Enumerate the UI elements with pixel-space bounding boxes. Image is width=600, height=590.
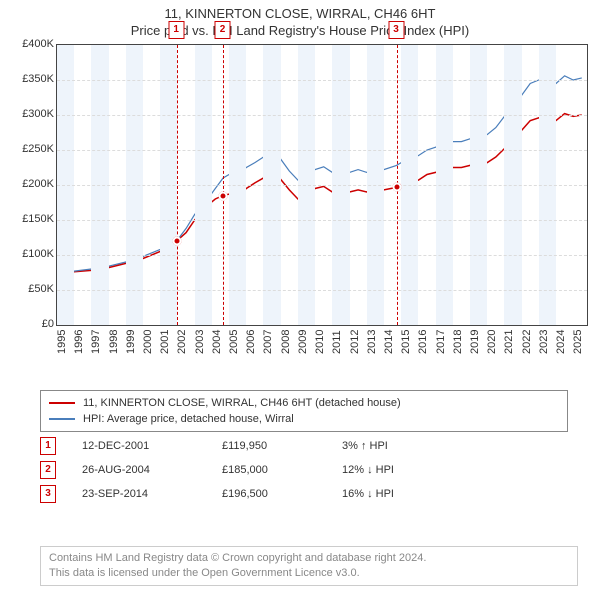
legend-label: 11, KINNERTON CLOSE, WIRRAL, CH46 6HT (d… [83,397,401,409]
page-subtitle: Price paid vs. HM Land Registry's House … [0,23,600,38]
x-tick-label: 2000 [142,342,154,354]
event-delta: 3% ↑ HPI [342,440,462,452]
x-tick-label: 2002 [176,342,188,354]
x-tick-label: 2003 [194,342,206,354]
y-gridline [57,220,587,221]
y-gridline [57,185,587,186]
x-tick-label: 2001 [159,342,171,354]
event-date: 26-AUG-2004 [82,464,222,476]
event-flag-ref: 1 [40,437,56,455]
x-tick-label: 2011 [331,342,343,354]
y-tick-label: £350K [10,73,54,85]
y-gridline [57,290,587,291]
legend-swatch [49,418,75,420]
x-tick-label: 1999 [125,342,137,354]
legend-label: HPI: Average price, detached house, Wirr… [83,413,294,425]
events-table-row: 3 23-SEP-2014£196,50016% ↓ HPI [40,482,550,506]
y-tick-label: £0 [10,318,54,330]
y-tick-label: £250K [10,143,54,155]
events-table-row: 2 26-AUG-2004£185,00012% ↓ HPI [40,458,550,482]
event-delta: 16% ↓ HPI [342,488,462,500]
event-flag: 1 [168,21,184,39]
plot-area: 123 [56,44,588,326]
legend-swatch [49,402,75,404]
x-tick-label: 2007 [262,342,274,354]
y-gridline [57,150,587,151]
legend-item: HPI: Average price, detached house, Wirr… [49,411,559,427]
y-tick-label: £200K [10,178,54,190]
event-line [177,45,178,325]
x-tick-label: 2013 [366,342,378,354]
y-tick-label: £150K [10,213,54,225]
footer-line-1: Contains HM Land Registry data © Crown c… [49,551,569,566]
y-tick-label: £50K [10,283,54,295]
y-gridline [57,80,587,81]
x-tick-label: 1998 [108,342,120,354]
legend-box: 11, KINNERTON CLOSE, WIRRAL, CH46 6HT (d… [40,390,568,432]
x-tick-label: 2004 [211,342,223,354]
x-tick-label: 2018 [452,342,464,354]
events-table-row: 1 12-DEC-2001£119,9503% ↑ HPI [40,434,550,458]
x-tick-label: 2009 [297,342,309,354]
sale-marker [392,183,401,192]
x-tick-label: 2021 [503,342,515,354]
event-line [223,45,224,325]
x-tick-label: 2014 [383,342,395,354]
event-flag: 2 [215,21,231,39]
x-tick-label: 2005 [228,342,240,354]
y-tick-label: £100K [10,248,54,260]
sale-marker [172,237,181,246]
event-flag: 3 [388,21,404,39]
x-tick-label: 2016 [417,342,429,354]
x-tick-label: 2008 [280,342,292,354]
y-tick-label: £300K [10,108,54,120]
y-gridline [57,115,587,116]
y-gridline [57,255,587,256]
x-tick-label: 2017 [435,342,447,354]
title-block: 11, KINNERTON CLOSE, WIRRAL, CH46 6HT Pr… [0,0,600,38]
event-price: £119,950 [222,440,342,452]
event-price: £196,500 [222,488,342,500]
x-tick-label: 2020 [486,342,498,354]
x-tick-label: 2006 [245,342,257,354]
x-tick-label: 2010 [314,342,326,354]
x-tick-label: 2023 [538,342,550,354]
page-title: 11, KINNERTON CLOSE, WIRRAL, CH46 6HT [0,6,600,21]
footer-line-2: This data is licensed under the Open Gov… [49,566,569,581]
x-tick-label: 2024 [555,342,567,354]
x-tick-label: 2022 [521,342,533,354]
event-date: 23-SEP-2014 [82,488,222,500]
x-tick-label: 2025 [572,342,584,354]
sale-marker [219,191,228,200]
page-root: 11, KINNERTON CLOSE, WIRRAL, CH46 6HT Pr… [0,0,600,590]
x-tick-label: 2015 [400,342,412,354]
x-tick-label: 1997 [90,342,102,354]
chart-container: 123 £0 £50K £100K £150K £200K £250K £300K £350K… [10,44,590,374]
event-flag-ref: 2 [40,461,56,479]
x-tick-label: 2012 [349,342,361,354]
x-tick-label: 2019 [469,342,481,354]
event-date: 12-DEC-2001 [82,440,222,452]
event-flag-ref: 3 [40,485,56,503]
x-tick-label: 1996 [73,342,85,354]
events-table: 1 12-DEC-2001£119,9503% ↑ HPI 2 26-AUG-2004… [40,434,550,506]
y-tick-label: £400K [10,38,54,50]
x-tick-label: 1995 [56,342,68,354]
event-price: £185,000 [222,464,342,476]
legend-item: 11, KINNERTON CLOSE, WIRRAL, CH46 6HT (d… [49,395,559,411]
event-delta: 12% ↓ HPI [342,464,462,476]
footer-attribution: Contains HM Land Registry data © Crown c… [40,546,578,586]
